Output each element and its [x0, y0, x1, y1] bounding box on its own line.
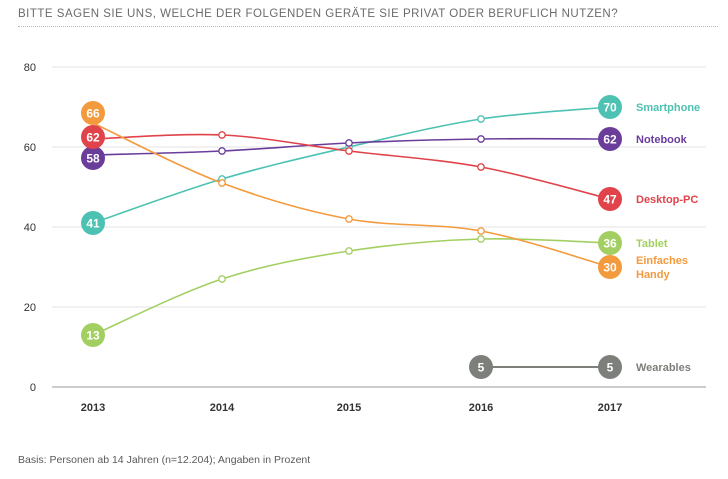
data-point-einfaches-handy — [345, 215, 353, 223]
data-label-einfaches-handy: 30 — [603, 261, 617, 275]
x-tick-label: 2013 — [81, 402, 105, 414]
y-tick-label: 80 — [24, 62, 36, 74]
legend-tablet: Tablet — [636, 238, 668, 250]
data-bubble-smartphone — [598, 95, 622, 119]
data-point-tablet — [345, 247, 353, 255]
gridlines — [52, 66, 706, 388]
x-tick-label: 2015 — [337, 402, 361, 414]
footnote: Basis: Personen ab 14 Jahren (n=12.204);… — [18, 454, 311, 466]
data-point-tablet — [477, 235, 485, 243]
data-label-tablet: 13 — [86, 329, 100, 343]
data-markers: 41 70 58 62 62 47 13 36 66 30 5 5 — [81, 95, 622, 379]
data-label-tablet: 36 — [603, 237, 617, 251]
data-point-notebook — [477, 135, 485, 143]
data-label-desktop-pc: 47 — [603, 193, 617, 207]
y-tick-label: 0 — [30, 382, 36, 394]
data-point-notebook — [345, 139, 353, 147]
data-label-wearables: 5 — [478, 361, 485, 375]
data-label-notebook: 62 — [603, 133, 617, 147]
legend-notebook: Notebook — [636, 134, 688, 146]
data-bubble-wearables — [469, 355, 493, 379]
legend-wearables: Wearables — [636, 362, 691, 374]
legend-smartphone: Smartphone — [636, 102, 700, 114]
series-line-smartphone — [92, 106, 611, 224]
data-bubble-notebook — [81, 146, 105, 170]
data-point-notebook — [218, 147, 226, 155]
data-bubble-desktop-pc — [598, 187, 622, 211]
data-point-desktop-pc — [218, 131, 226, 139]
data-label-desktop-pc: 62 — [86, 131, 100, 145]
data-point-tablet — [218, 275, 226, 283]
series-labels: Smartphone Notebook Desktop-PC Tablet Einfac… — [636, 102, 700, 374]
data-bubble-einfaches-handy — [81, 101, 105, 125]
legend-einfaches-handy: Einfaches Handy — [636, 255, 688, 281]
data-bubble-tablet — [81, 323, 105, 347]
data-bubble-wearables — [598, 355, 622, 379]
x-axis: 2013 2014 2015 2016 2017 — [81, 402, 622, 414]
data-point-smartphone — [477, 115, 485, 123]
data-bubble-notebook — [598, 127, 622, 151]
data-bubble-tablet — [598, 231, 622, 255]
data-label-einfaches-handy: 66 — [86, 107, 100, 121]
data-point-einfaches-handy — [218, 179, 226, 187]
data-label-smartphone: 70 — [603, 101, 617, 115]
data-label-smartphone: 41 — [86, 217, 100, 231]
y-tick-label: 20 — [24, 302, 36, 314]
data-bubble-smartphone — [81, 211, 105, 235]
x-tick-label: 2016 — [469, 402, 493, 414]
y-tick-label: 40 — [24, 222, 36, 234]
y-axis: 0 20 40 60 80 — [24, 62, 36, 394]
x-tick-label: 2017 — [598, 402, 622, 414]
chart-title: BITTE SAGEN SIE UNS, WELCHE DER FOLGENDE… — [18, 8, 718, 27]
data-point-desktop-pc — [345, 147, 353, 155]
data-label-notebook: 58 — [86, 152, 100, 166]
data-bubble-einfaches-handy — [598, 255, 622, 279]
data-bubble-desktop-pc — [81, 125, 105, 149]
data-label-wearables: 5 — [607, 361, 614, 375]
y-tick-label: 60 — [24, 142, 36, 154]
data-point-desktop-pc — [477, 163, 485, 171]
legend-desktop-pc: Desktop-PC — [636, 194, 698, 206]
x-tick-label: 2014 — [210, 402, 235, 414]
data-point-einfaches-handy — [477, 227, 485, 235]
